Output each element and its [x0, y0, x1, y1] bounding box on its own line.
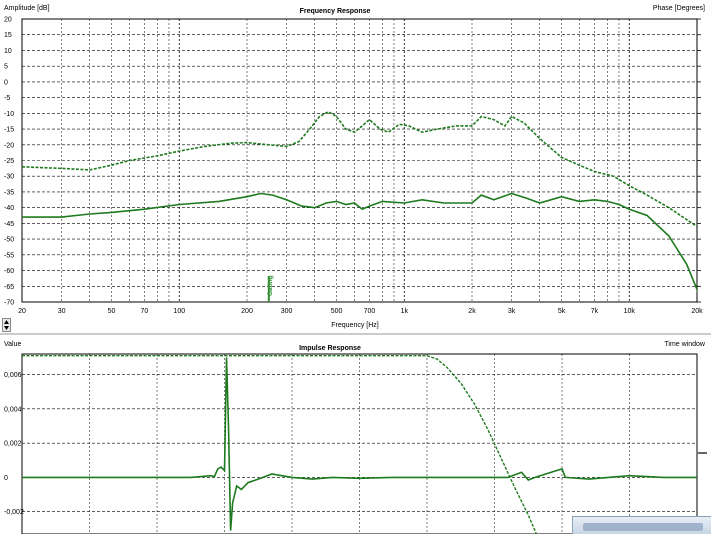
fr-ylabel: Amplitude [dB]	[4, 5, 50, 12]
fr-x-tick-label: 10k	[624, 308, 636, 315]
fr-x-tick-label: 70	[141, 308, 149, 315]
fr-x-tick-label: 20k	[691, 308, 703, 315]
ir-y-tick-label: -0,002	[4, 509, 24, 516]
fr-y-tick-label: -5	[4, 95, 10, 102]
fr-x-tick-labels: 20 30 50 70 100 200 300 500 700 1k 2k 3k 5k 7k 10k 20k	[18, 308, 703, 315]
fr-grid	[21, 18, 701, 303]
fr-x-tick-label: 7k	[591, 308, 599, 315]
fr-x-tick-label: 20	[18, 308, 26, 315]
ir-ylabel-right: Time window	[664, 341, 706, 348]
fr-x-tick-label: 50	[108, 308, 116, 315]
ir-y-tick-label: 0,004	[4, 406, 22, 413]
fr-x-tick-label: 700	[364, 308, 376, 315]
fr-y-tick-label: -65	[4, 284, 14, 291]
ir-ylabel: Value	[4, 341, 21, 348]
fr-y-tick-label: -70	[4, 300, 14, 307]
fr-series-group	[22, 110, 697, 293]
fr-x-tick-label: 3k	[508, 308, 516, 315]
fr-x-tick-label: 5k	[558, 308, 566, 315]
ir-series-group	[22, 355, 697, 534]
fr-y-tick-label: 20	[4, 17, 12, 24]
ir-y-tick-label: 0,002	[4, 441, 22, 448]
fr-y-tick-label: -45	[4, 221, 14, 228]
fr-y-tick-label: -20	[4, 142, 14, 149]
frequency-response-panel[interactable]: Frequency Response Amplitude [dB] Phase …	[0, 0, 711, 335]
ir-series-dashed-line	[22, 355, 538, 534]
fr-x-tick-label: 300	[281, 308, 293, 315]
overlapping-window-corner[interactable]	[572, 516, 711, 534]
y-scroll-spinner[interactable]	[2, 318, 11, 332]
fr-y-tick-labels: 20 15 10 5 0 -5 -10 -15 -20 -25 -30 -35 -40 -45 -50 -55…	[4, 17, 14, 307]
fr-y-tick-label: -10	[4, 111, 14, 118]
fr-y-tick-label: -15	[4, 127, 14, 134]
fr-y-tick-label: -60	[4, 268, 14, 275]
fr-x-tick-label: 2k	[468, 308, 476, 315]
fr-series-dashed-line	[22, 110, 697, 228]
fr-y-tick-label: -30	[4, 174, 14, 181]
ir-grid	[21, 353, 698, 534]
ir-series-solid-line	[22, 357, 697, 531]
fr-x-tick-label: 200	[241, 308, 253, 315]
fr-x-tick-label: 100	[173, 308, 185, 315]
fr-x-tick-label: 1k	[401, 308, 409, 315]
fr-y-tick-label: 0	[4, 79, 8, 86]
fr-title: Frequency Response	[300, 8, 371, 15]
overlapping-window-titlebar	[583, 523, 703, 531]
fr-y-tick-label: 5	[4, 64, 8, 71]
fr-y-tick-label: 10	[4, 48, 12, 55]
fr-y-tick-label: -55	[4, 252, 14, 259]
fr-ylabel-right: Phase [Degrees]	[653, 5, 705, 12]
fr-y-tick-label: -35	[4, 189, 14, 196]
fr-x-tick-label: 30	[58, 308, 66, 315]
fr-x-tick-label: 500	[331, 308, 343, 315]
fr-markers[interactable]: Gating	[267, 275, 274, 302]
scroll-up-icon[interactable]	[3, 319, 10, 325]
fr-xlabel: Frequency [Hz]	[331, 322, 379, 329]
ir-y-tick-label: 0,006	[4, 372, 22, 379]
gating-marker-label: Gating	[267, 275, 274, 296]
fr-y-tick-label: -50	[4, 237, 14, 244]
impulse-response-panel[interactable]: Impulse Response Value Time window 0,006…	[4, 341, 707, 534]
fr-y-tick-label: -40	[4, 205, 14, 212]
ir-y-tick-label: 0	[4, 475, 8, 482]
fr-series-solid-line	[22, 192, 697, 293]
scroll-down-icon[interactable]	[3, 325, 10, 331]
fr-y-tick-label: -25	[4, 158, 14, 165]
fr-y-tick-label: 15	[4, 32, 12, 39]
ir-y-tick-labels: 0,006 0,004 0,002 0 -0,002	[4, 372, 24, 516]
ir-title: Impulse Response	[299, 345, 361, 352]
